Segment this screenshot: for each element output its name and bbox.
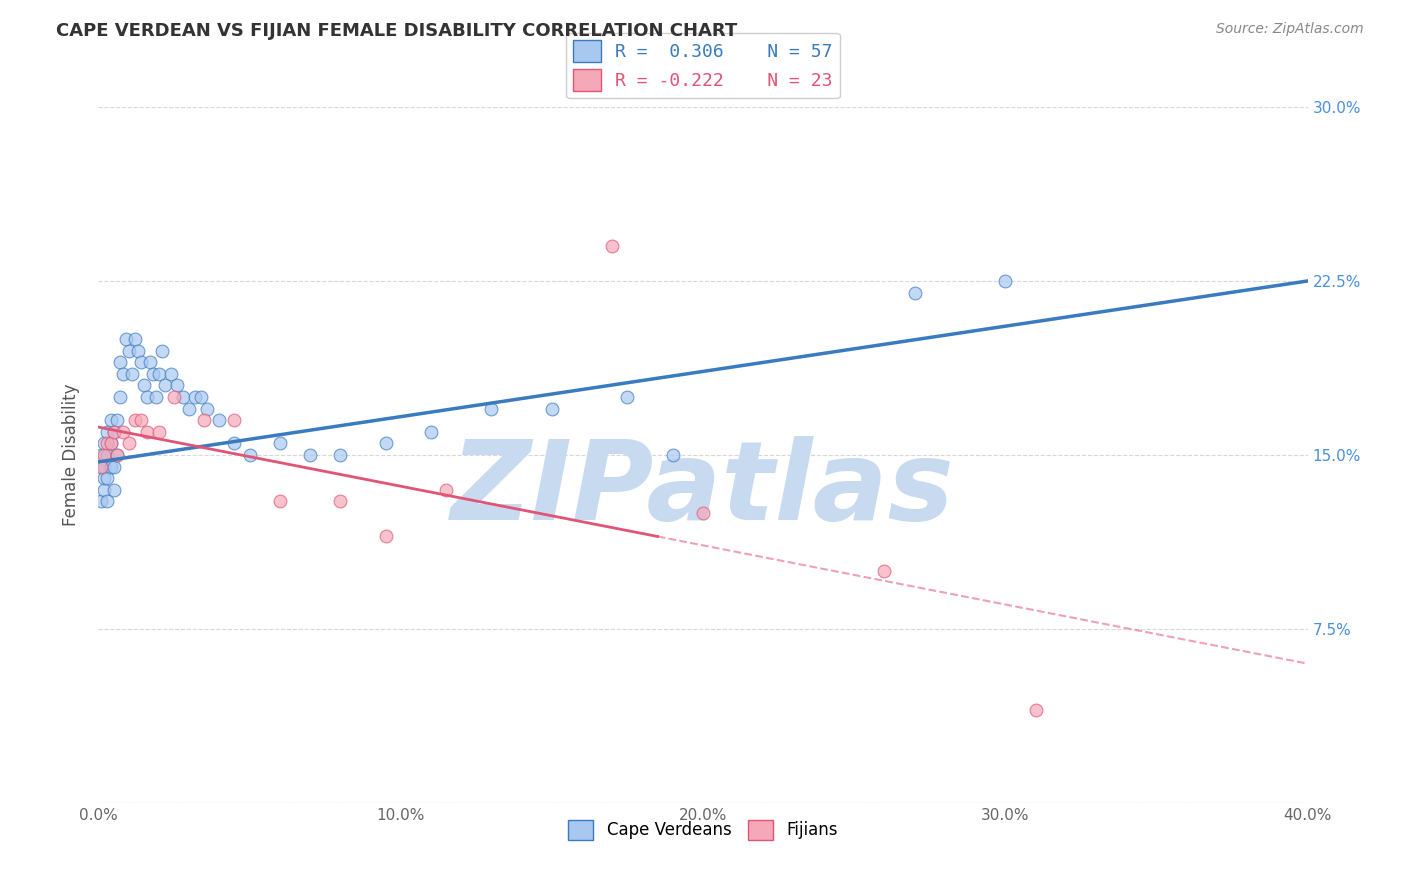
Point [100,436,122,450]
Point [148,367,170,381]
Point [692,506,714,520]
Point [96,471,118,485]
Point [994,274,1017,288]
Point [100,459,122,474]
Point [329,494,352,508]
Point [374,529,396,543]
Point [184,390,207,404]
Point [96,436,118,450]
Point [114,332,136,346]
Point [299,448,322,462]
Point [135,425,157,439]
Point [103,425,125,439]
Point [108,390,131,404]
Legend: Cape Verdeans, Fijians: Cape Verdeans, Fijians [561,813,845,847]
Point [434,483,457,497]
Point [239,448,262,462]
Point [540,401,562,416]
Point [118,343,141,358]
Point [873,564,896,578]
Point [111,425,134,439]
Point [127,343,149,358]
Point [103,483,125,497]
Point [208,413,231,427]
Point [124,332,146,346]
Point [132,378,155,392]
Point [96,448,118,462]
Text: CAPE VERDEAN VS FIJIAN FEMALE DISABILITY CORRELATION CHART: CAPE VERDEAN VS FIJIAN FEMALE DISABILITY… [56,22,738,40]
Point [108,355,131,369]
Point [100,436,122,450]
Point [90,459,112,474]
Point [153,378,176,392]
Point [193,413,215,427]
Point [190,390,212,404]
Point [105,448,128,462]
Point [329,448,352,462]
Point [269,436,291,450]
Text: Source: ZipAtlas.com: Source: ZipAtlas.com [1216,22,1364,37]
Point [148,425,170,439]
Point [420,425,443,439]
Point [129,413,152,427]
Point [93,471,115,485]
Point [129,355,152,369]
Point [166,378,188,392]
Point [111,367,134,381]
Point [224,436,246,450]
Point [139,355,162,369]
Point [224,413,246,427]
Point [160,367,183,381]
Point [195,401,218,416]
Point [1024,703,1046,717]
Point [105,448,128,462]
Point [616,390,638,404]
Point [150,343,173,358]
Point [100,413,122,427]
Point [374,436,396,450]
Point [135,390,157,404]
Point [904,285,927,300]
Point [90,448,112,462]
Point [90,494,112,508]
Point [121,367,143,381]
Point [145,390,167,404]
Point [179,401,201,416]
Point [269,494,291,508]
Point [661,448,683,462]
Point [90,459,112,474]
Point [103,459,125,474]
Point [172,390,194,404]
Point [93,448,115,462]
Point [602,239,624,253]
Point [103,425,125,439]
Point [163,390,186,404]
Point [93,483,115,497]
Point [481,401,503,416]
Point [142,367,165,381]
Point [93,459,115,474]
Point [93,436,115,450]
Point [118,436,141,450]
Point [105,413,128,427]
Point [96,425,118,439]
Text: ZIPatlas: ZIPatlas [451,436,955,543]
Y-axis label: Female Disability: Female Disability [62,384,80,526]
Point [124,413,146,427]
Point [96,494,118,508]
